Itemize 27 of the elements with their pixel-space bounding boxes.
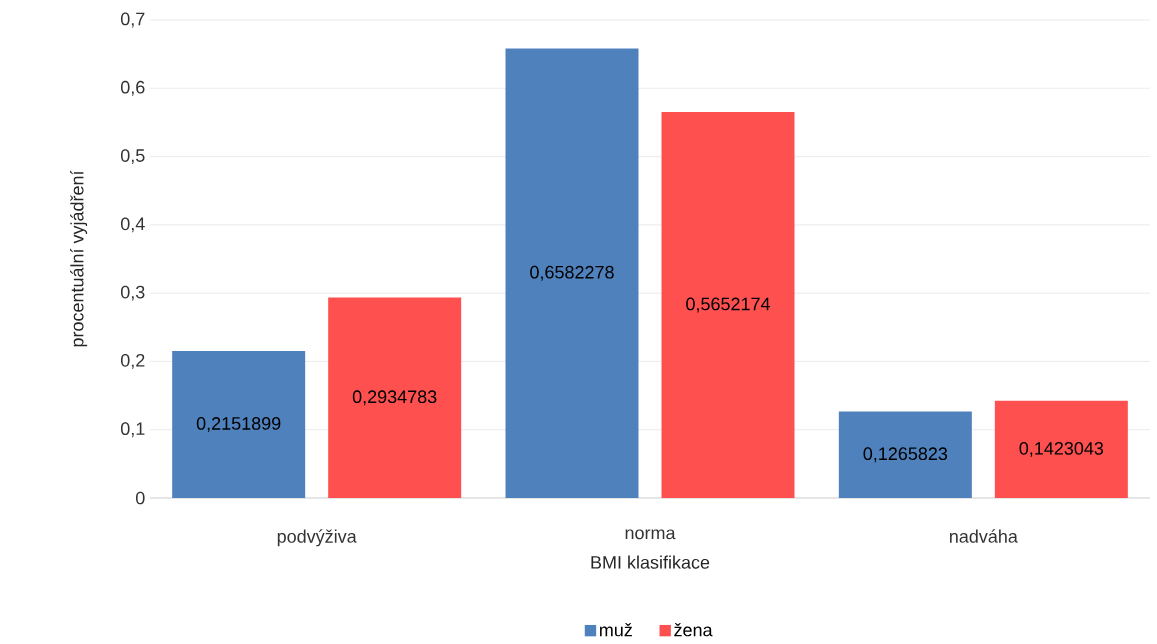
data-label: 0,1423043 bbox=[1019, 441, 1104, 457]
data-label: 0,1265823 bbox=[863, 447, 948, 463]
y-tick-label: 0,7 bbox=[120, 12, 145, 28]
y-tick-label: 0,5 bbox=[120, 149, 145, 165]
bar bbox=[505, 48, 639, 498]
y-tick-label: 0 bbox=[135, 491, 145, 505]
y-tick-label: 0,3 bbox=[120, 285, 145, 301]
x-axis-title: BMI klasifikace bbox=[591, 555, 710, 569]
bar bbox=[661, 112, 795, 498]
bar bbox=[838, 411, 972, 498]
x-tick-label: norma bbox=[625, 529, 676, 540]
x-tick-label: nadváha bbox=[950, 529, 1018, 543]
legend-label: žena bbox=[674, 623, 713, 637]
y-tick-label: 0,6 bbox=[120, 80, 145, 96]
data-label: 0,5652174 bbox=[686, 297, 771, 313]
x-tick-label: podvýživa bbox=[277, 529, 357, 547]
y-tick-label: 0,1 bbox=[120, 422, 145, 438]
bar bbox=[172, 351, 306, 498]
legend-label: muž bbox=[600, 623, 632, 637]
bar bbox=[328, 297, 462, 498]
data-label: 0,2934783 bbox=[352, 390, 437, 406]
y-tick-label: 0,2 bbox=[120, 354, 145, 369]
bar bbox=[994, 400, 1128, 498]
data-label: 0,2151899 bbox=[196, 417, 281, 432]
y-tick-label: 0,4 bbox=[120, 217, 145, 233]
y-axis-title: procentuální vyjádření bbox=[70, 170, 88, 347]
data-label: 0,6582278 bbox=[530, 265, 614, 281]
